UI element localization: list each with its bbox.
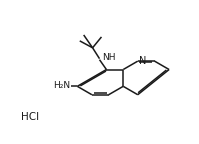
Text: N: N (139, 56, 147, 66)
Text: NH: NH (102, 53, 115, 62)
Text: HCl: HCl (21, 112, 39, 122)
Text: H₂N: H₂N (53, 81, 70, 90)
